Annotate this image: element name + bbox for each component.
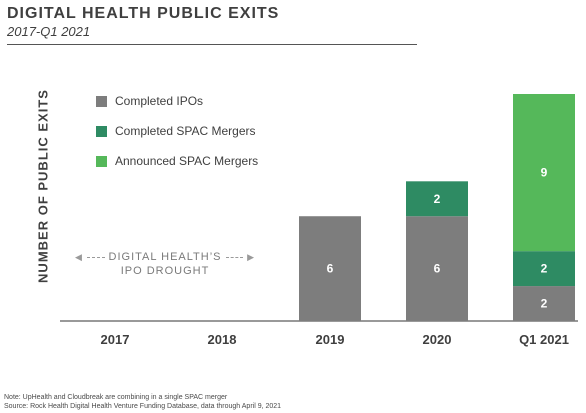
- legend-label-announced-spac: Announced SPAC Mergers: [115, 154, 259, 168]
- x-tick-label: 2018: [208, 332, 237, 347]
- drought-line-1: DIGITAL HEALTH’S: [108, 251, 222, 263]
- x-tick-label: 2020: [423, 332, 452, 347]
- legend-swatch-ipos: [96, 95, 107, 107]
- footnote-note: Note: UpHealth and Cloudbreak are combin…: [4, 394, 228, 401]
- bar-q1-2021-series-0: [513, 286, 575, 321]
- bar-2019-series-0: [299, 216, 361, 321]
- data-label: 2: [541, 297, 548, 311]
- arrow-left-icon: ◀: [75, 251, 83, 262]
- x-tick-label: 2019: [316, 332, 345, 347]
- data-label: 6: [434, 262, 441, 276]
- x-tick-label: Q1 2021: [519, 332, 569, 347]
- chart-subtitle: 2017-Q1 2021: [7, 24, 91, 39]
- legend-label-completed-spac: Completed SPAC Mergers: [115, 124, 256, 138]
- arrow-right-icon: ▶: [247, 251, 256, 262]
- title-divider: [7, 44, 417, 45]
- data-label: 2: [434, 192, 441, 206]
- footnote-source: Source: Rock Health Digital Health Ventu…: [4, 403, 282, 410]
- footnotes: Note: UpHealth and Cloudbreak are combin…: [4, 393, 281, 411]
- data-label: 9: [541, 166, 548, 180]
- legend-item-ipos: Completed IPOs: [96, 92, 258, 110]
- legend-swatch-completed-spac: [96, 125, 107, 137]
- legend-label-ipos: Completed IPOs: [115, 94, 204, 108]
- chart-title: DIGITAL HEALTH PUBLIC EXITS: [7, 5, 280, 22]
- bar-q1-2021-series-1: [513, 251, 575, 287]
- legend: Completed IPOs Completed SPAC Mergers An…: [96, 92, 258, 182]
- data-label: 2: [541, 262, 548, 276]
- y-axis-label: NUMBER OF PUBLIC EXITS: [35, 89, 51, 283]
- drought-line-2: IPO DROUGHT: [120, 265, 210, 277]
- bar-2020-series-1: [406, 181, 468, 217]
- legend-item-completed-spac: Completed SPAC Mergers: [96, 122, 258, 140]
- legend-swatch-announced-spac: [96, 155, 107, 167]
- bar-2020-series-0: [406, 216, 468, 321]
- ipo-drought-annotation: ◀ DIGITAL HEALTH’S ▶ IPO DROUGHT: [75, 250, 255, 278]
- bar-q1-2021-series-2: [513, 94, 575, 252]
- x-tick-label: 2017: [101, 332, 130, 347]
- dash-divider: [225, 256, 244, 258]
- data-label: 6: [327, 262, 334, 276]
- legend-item-announced-spac: Announced SPAC Mergers: [96, 152, 258, 170]
- dash-divider: [86, 256, 105, 258]
